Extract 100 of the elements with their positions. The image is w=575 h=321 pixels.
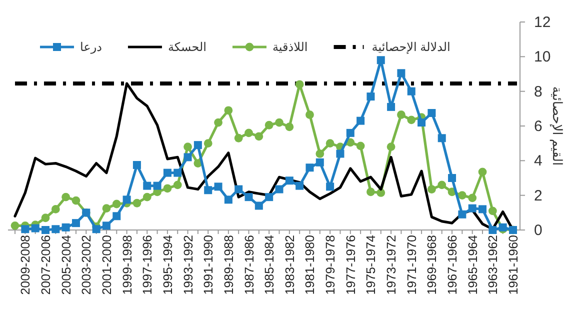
point [234, 185, 243, 194]
point [458, 191, 466, 200]
point [51, 205, 60, 214]
point [132, 161, 141, 169]
point [204, 186, 212, 194]
x-tick-label: 1999-1998 [120, 234, 134, 295]
point [92, 225, 100, 234]
point [285, 176, 294, 185]
point [366, 92, 375, 101]
point [387, 102, 396, 111]
point [254, 202, 263, 210]
point [122, 196, 131, 204]
point [52, 225, 60, 234]
x-tick-label: 1961-1960 [506, 234, 520, 295]
point [62, 192, 70, 202]
point [112, 212, 121, 220]
x-tick-label: 1973-1972 [384, 234, 399, 295]
point [184, 142, 192, 151]
x-tick-label: 2009-2008 [18, 234, 33, 295]
point [285, 122, 294, 132]
y-tick-label: 4 [534, 152, 542, 170]
x-tick-label: 1983-1982 [282, 234, 297, 295]
point [468, 204, 476, 212]
point [224, 106, 233, 115]
point [427, 185, 436, 194]
point [306, 110, 314, 119]
point [62, 223, 70, 232]
x-tick-label: 1991-1990 [202, 234, 216, 295]
point [142, 192, 152, 202]
point [407, 116, 416, 124]
point [356, 142, 365, 150]
point [184, 153, 192, 162]
point [163, 168, 172, 177]
point [244, 193, 253, 202]
point [264, 120, 274, 130]
x-tick-label: 1977-1976 [344, 234, 358, 295]
y-tick-label: 2 [534, 187, 542, 204]
point [214, 118, 222, 127]
point [112, 200, 121, 208]
point [366, 188, 375, 196]
legend-label: الدلالة الإحصائية [372, 40, 450, 54]
point [173, 180, 182, 190]
point [316, 150, 324, 158]
point [102, 222, 110, 230]
point [21, 225, 30, 234]
point [386, 142, 396, 151]
point [204, 139, 212, 148]
x-tick-label: 1987-1986 [242, 234, 256, 295]
x-tick-label: 1975-1974 [364, 234, 378, 295]
point [468, 194, 477, 202]
point [397, 110, 406, 119]
x-tick-label: 1979-1978 [324, 234, 338, 295]
point [31, 224, 40, 232]
x-tick-label: 1971-1970 [404, 234, 419, 295]
y-tick-label: 10 [534, 48, 551, 66]
point [295, 80, 304, 89]
point [326, 139, 334, 148]
point [346, 128, 354, 137]
x-tick-label: 2001-2000 [100, 234, 114, 295]
point [153, 182, 162, 190]
y-tick-label: 12 [534, 14, 551, 31]
point [376, 188, 386, 197]
point [458, 210, 466, 218]
point [174, 168, 182, 177]
x-tick-label: 2003-2002 [80, 234, 94, 295]
x-tick-label: 1995-1994 [160, 234, 175, 295]
point [265, 193, 274, 202]
point [132, 198, 142, 208]
point [143, 182, 152, 190]
point [438, 180, 446, 190]
y-axis-title: القيم الإحصائية [549, 86, 565, 166]
legend-item: درعا [40, 40, 102, 54]
point [478, 168, 487, 176]
point [448, 174, 456, 182]
x-tick-label: 1963-1962 [486, 234, 500, 295]
x-tick-label: 1965-1964 [466, 234, 480, 295]
point [254, 132, 264, 141]
point [296, 182, 304, 190]
point [336, 150, 344, 158]
y-tick-label: 8 [534, 83, 542, 100]
x-tick-label: 1989-1988 [222, 234, 236, 295]
legend-item: اللاذقية [232, 40, 308, 54]
point [10, 221, 20, 230]
point [438, 134, 446, 142]
point [428, 109, 436, 117]
point [356, 116, 365, 125]
y-tick-label: 6 [534, 118, 542, 135]
point [306, 164, 314, 172]
point [102, 204, 111, 213]
point [214, 182, 222, 191]
x-tick-label: 1997-1996 [140, 234, 155, 295]
point [224, 196, 232, 204]
point [234, 134, 243, 142]
x-tick-label: 2007-2006 [38, 234, 53, 295]
point [244, 128, 253, 138]
point [72, 196, 80, 205]
x-tick-label: 2005-2004 [59, 234, 74, 295]
point [418, 118, 426, 127]
legend-label: الحسكة [168, 40, 206, 54]
legend-item: الدلالة الإحصائية [334, 40, 450, 54]
